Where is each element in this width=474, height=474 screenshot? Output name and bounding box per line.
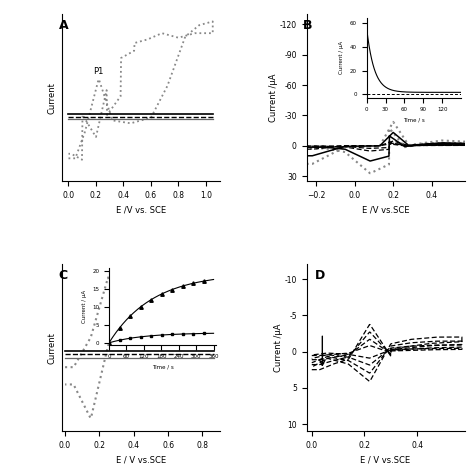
Text: B: B — [303, 19, 313, 32]
Y-axis label: Current: Current — [47, 332, 56, 364]
Y-axis label: Current: Current — [47, 82, 56, 114]
Text: P1: P1 — [93, 67, 104, 76]
X-axis label: E /V vs.SCE: E /V vs.SCE — [362, 205, 409, 214]
Y-axis label: Current /μA: Current /μA — [274, 324, 283, 372]
Text: C: C — [58, 270, 68, 283]
X-axis label: E / V vs.SCE: E / V vs.SCE — [360, 456, 410, 465]
Text: A: A — [58, 19, 68, 32]
X-axis label: E /V vs. SCE: E /V vs. SCE — [116, 205, 166, 214]
Text: D: D — [314, 270, 325, 283]
X-axis label: E / V vs.SCE: E / V vs.SCE — [116, 456, 166, 465]
Y-axis label: Current /μA: Current /μA — [269, 73, 278, 122]
